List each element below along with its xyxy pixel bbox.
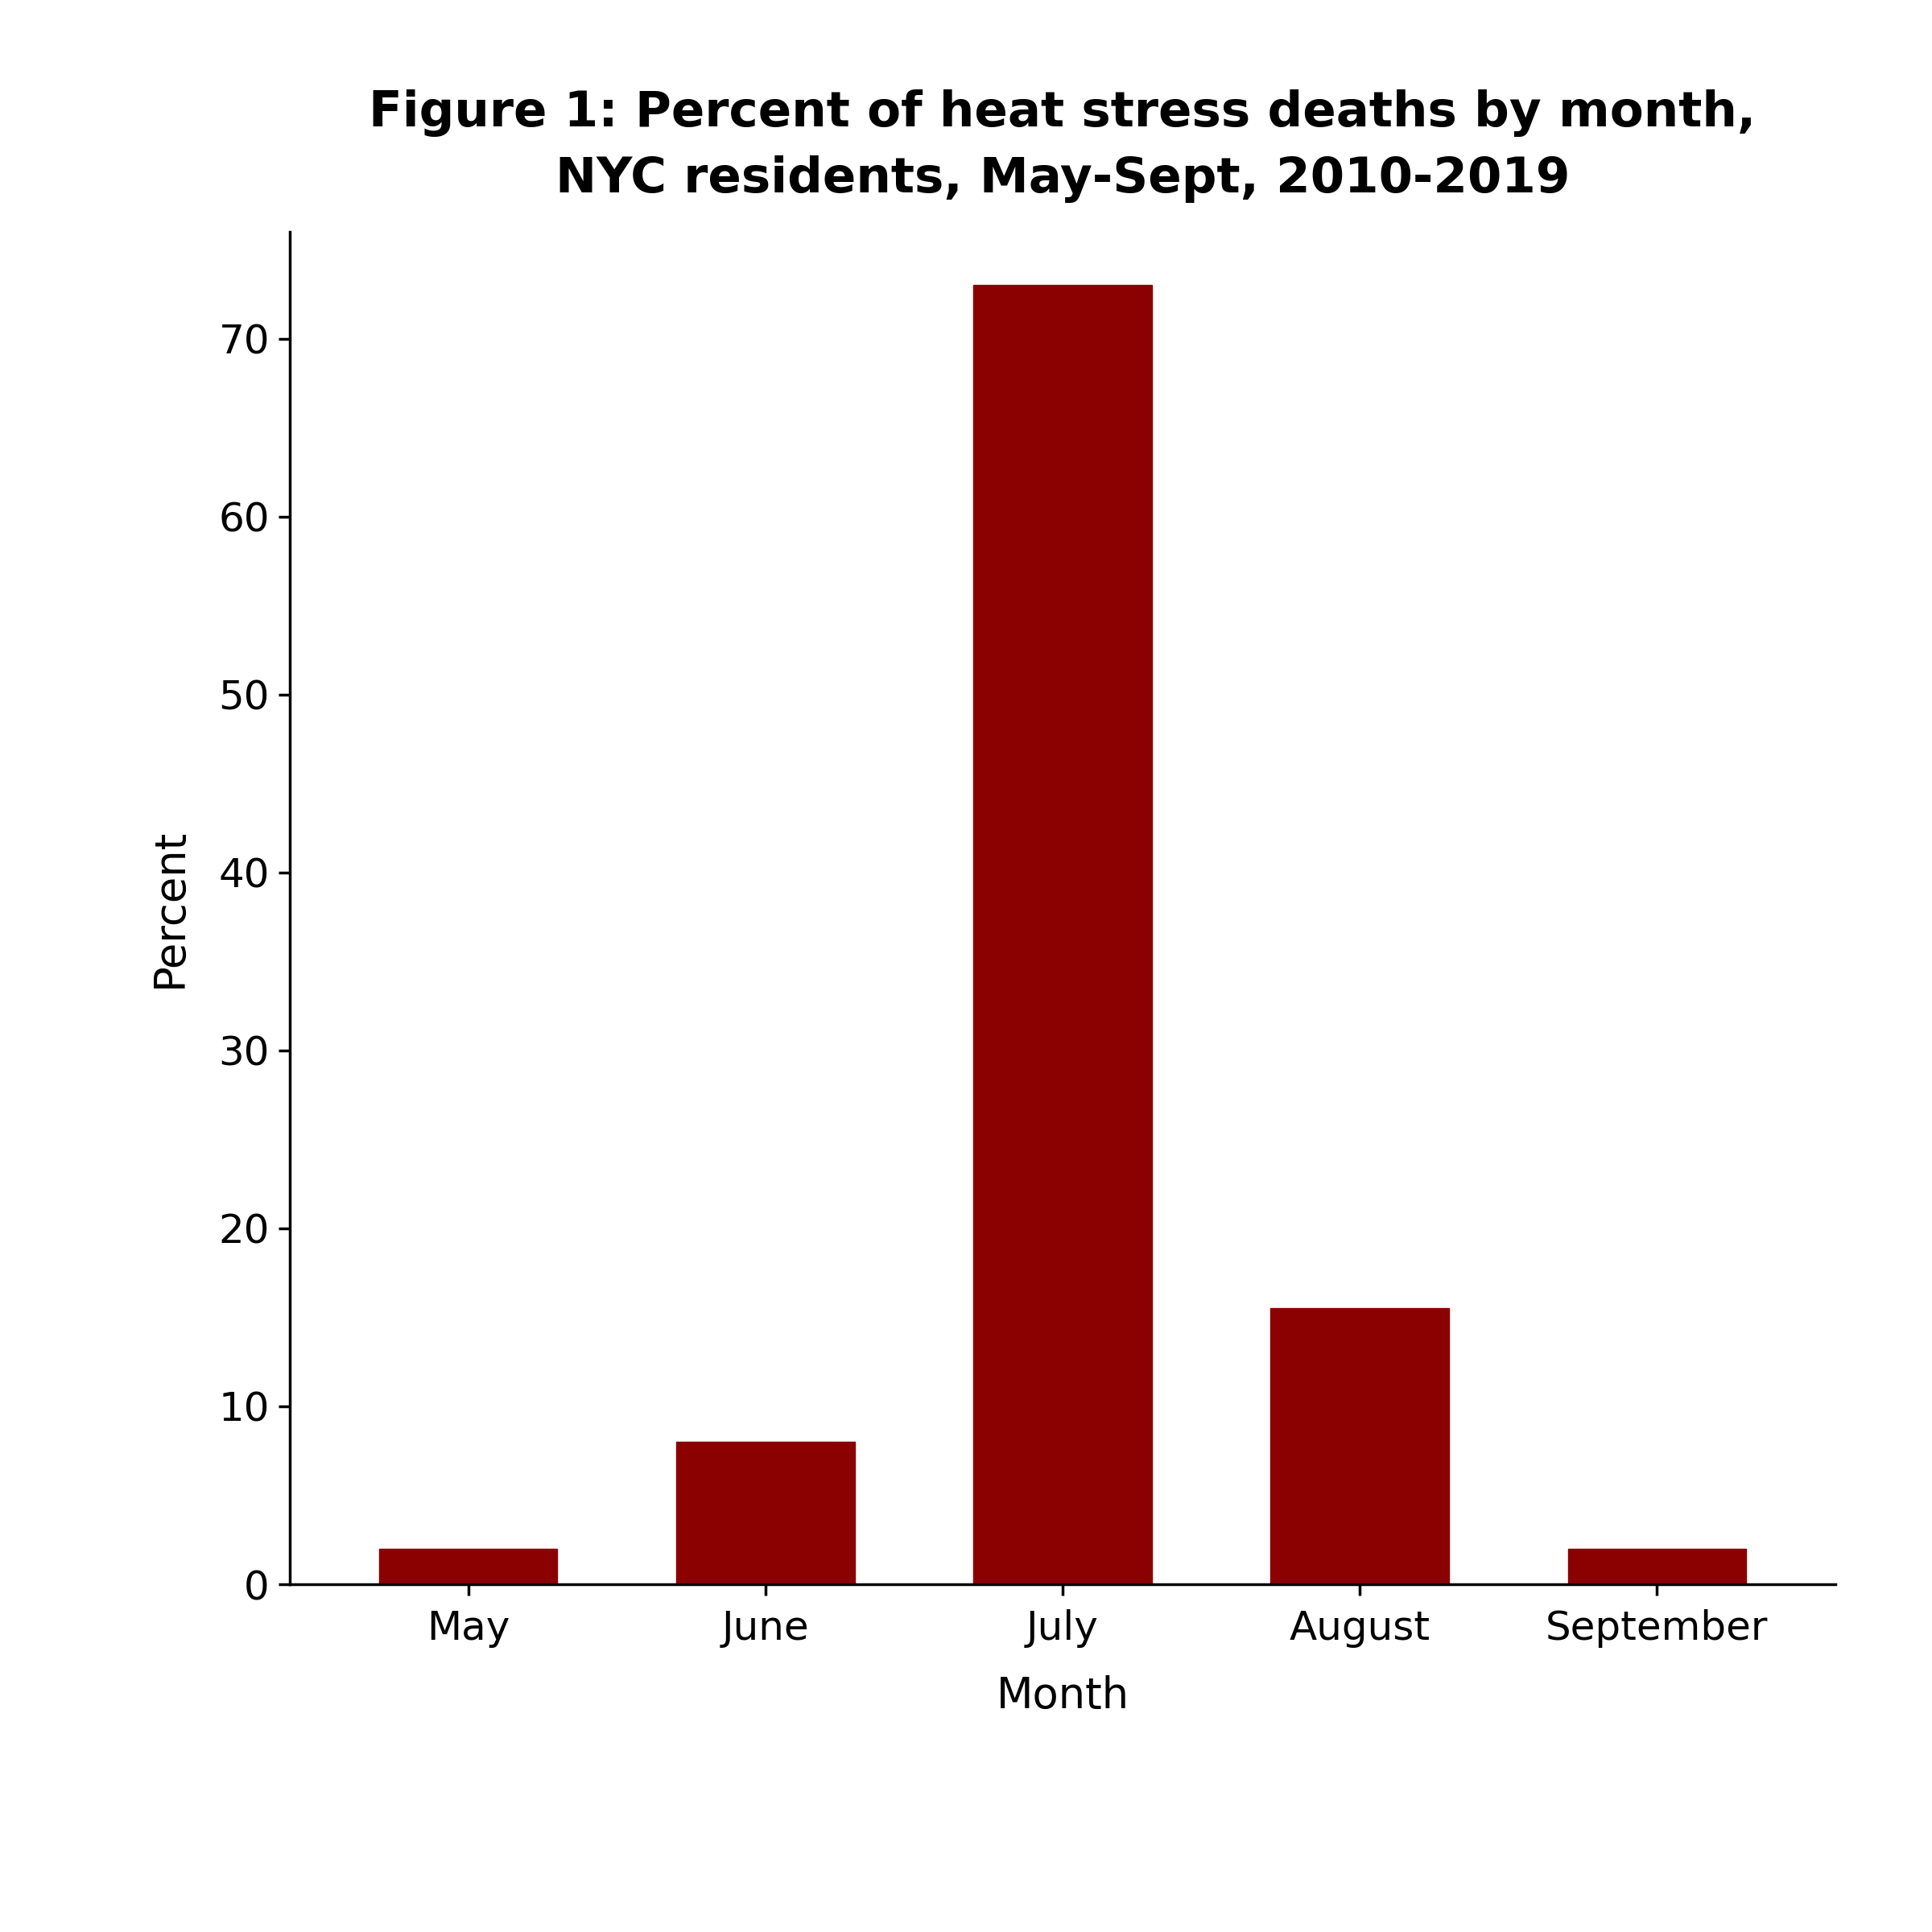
Y-axis label: Percent: Percent <box>149 829 191 987</box>
X-axis label: Month: Month <box>997 1675 1128 1718</box>
Bar <box>1271 1308 1449 1584</box>
Bar <box>974 286 1151 1584</box>
Title: Figure 1: Percent of heat stress deaths by month,
NYC residents, May-Sept, 2010-: Figure 1: Percent of heat stress deaths … <box>369 89 1756 203</box>
Bar <box>676 1441 854 1584</box>
Bar <box>379 1549 556 1584</box>
Bar <box>1569 1549 1747 1584</box>
